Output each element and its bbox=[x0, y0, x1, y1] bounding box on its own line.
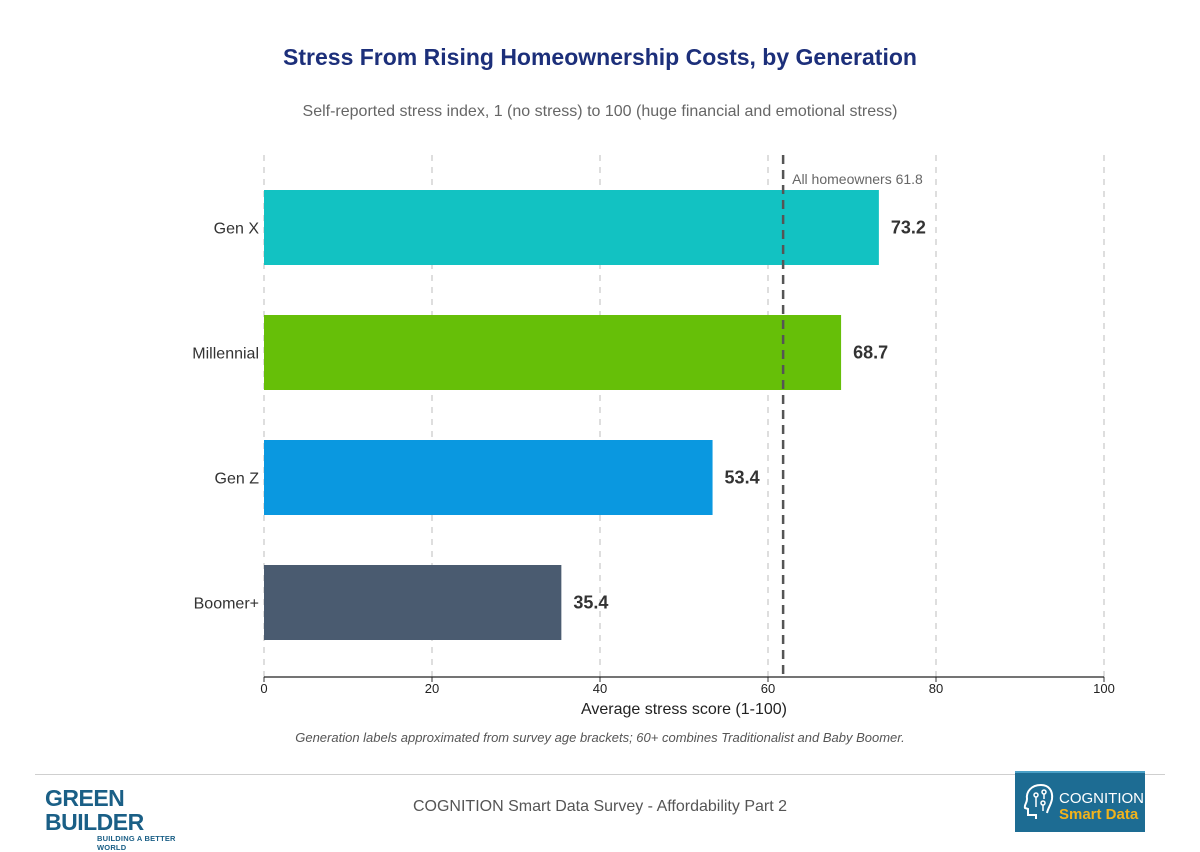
cognition-logo-word: COGNITION bbox=[1059, 790, 1144, 807]
bar-value-label: 73.2 bbox=[891, 218, 926, 238]
bar-chart: 0 20 40 60 80 100 73.2 Gen X 68.7 Millennial 53.4 G… bbox=[192, 155, 1115, 718]
footer-divider bbox=[35, 774, 1165, 775]
brain-circuit-icon bbox=[1023, 784, 1054, 819]
x-tick-label: 100 bbox=[1093, 681, 1115, 696]
bar bbox=[264, 440, 713, 515]
bar bbox=[264, 565, 562, 640]
category-label: Millennial bbox=[192, 346, 259, 363]
bar-value-label: 68.7 bbox=[853, 343, 888, 363]
reference-line-label: All homeowners 61.8 bbox=[792, 171, 923, 187]
bar-value-label: 35.4 bbox=[573, 593, 608, 613]
bar bbox=[264, 315, 842, 390]
green-builder-logo: GREEN BUILDER BUILDING A BETTER WORLD bbox=[45, 786, 205, 852]
category-label: Boomer+ bbox=[194, 596, 259, 613]
category-label: Gen Z bbox=[215, 471, 260, 488]
chart-subtitle: Self-reported stress index, 1 (no stress… bbox=[302, 103, 898, 120]
x-tick-label: 60 bbox=[761, 681, 775, 696]
chart-note: Generation labels approximated from surv… bbox=[295, 730, 905, 745]
cognition-smart-data-logo: COGNITION Smart Data bbox=[1015, 771, 1145, 832]
bar bbox=[264, 190, 879, 265]
category-label: Gen X bbox=[214, 221, 260, 238]
footer-source: COGNITION Smart Data Survey - Affordabil… bbox=[412, 798, 788, 815]
chart-title: Stress From Rising Homeownership Costs, … bbox=[283, 44, 917, 70]
green-builder-logo-tagline: BUILDING A BETTER WORLD bbox=[97, 834, 176, 852]
smart-data-logo-word: Smart Data bbox=[1059, 806, 1139, 823]
x-tick-label: 40 bbox=[593, 681, 607, 696]
x-tick-label: 80 bbox=[929, 681, 943, 696]
x-tick-label: 0 bbox=[260, 681, 267, 696]
green-builder-logo-name: GREEN BUILDER bbox=[45, 785, 144, 835]
bar-value-label: 53.4 bbox=[725, 468, 760, 488]
x-axis-title: Average stress score (1-100) bbox=[581, 701, 787, 718]
x-tick-label: 20 bbox=[425, 681, 439, 696]
